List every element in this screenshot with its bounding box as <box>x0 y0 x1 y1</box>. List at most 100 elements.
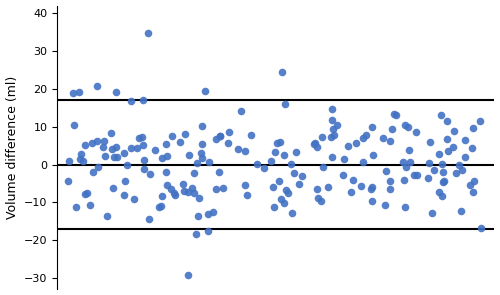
Point <box>270 205 278 209</box>
Point <box>146 217 154 222</box>
Point <box>190 171 198 175</box>
Point <box>324 184 332 189</box>
Point <box>188 186 196 191</box>
Point <box>120 150 128 155</box>
Point <box>89 170 97 175</box>
Point <box>438 162 446 167</box>
Point <box>205 160 213 164</box>
Point <box>292 150 300 155</box>
Point <box>362 133 370 137</box>
Point <box>130 197 138 202</box>
Point <box>93 83 101 88</box>
Point <box>99 145 107 149</box>
Point <box>100 139 108 144</box>
Point <box>122 163 130 168</box>
Point <box>278 70 286 74</box>
Point <box>437 113 445 118</box>
Point <box>216 134 224 139</box>
Point <box>368 199 376 204</box>
Point <box>346 190 354 195</box>
Point <box>64 178 72 183</box>
Point <box>184 190 192 195</box>
Point <box>101 154 109 158</box>
Point <box>329 127 337 132</box>
Point <box>412 129 420 134</box>
Point <box>75 90 83 95</box>
Point <box>184 273 192 277</box>
Point <box>317 199 325 203</box>
Point <box>194 214 202 219</box>
Point <box>380 136 388 140</box>
Point <box>350 177 358 182</box>
Point <box>406 160 413 165</box>
Point <box>176 140 184 145</box>
Point <box>157 204 165 208</box>
Point <box>295 181 303 186</box>
Point <box>180 189 188 193</box>
Point <box>212 136 220 141</box>
Point <box>110 185 118 190</box>
Point <box>164 154 172 159</box>
Point <box>390 112 398 117</box>
Point <box>340 157 348 162</box>
Point <box>140 143 147 148</box>
Point <box>242 183 250 187</box>
Point <box>72 205 80 210</box>
Point <box>476 119 484 123</box>
Point <box>370 152 378 157</box>
Point <box>310 142 318 147</box>
Point <box>190 191 198 196</box>
Point <box>208 210 216 215</box>
Point <box>392 113 400 117</box>
Point <box>404 125 412 130</box>
Point <box>76 156 84 161</box>
Point <box>204 212 212 216</box>
Point <box>410 173 418 178</box>
Point <box>276 140 284 144</box>
Point <box>212 187 220 192</box>
Point <box>288 211 296 216</box>
Point <box>276 179 283 183</box>
Point <box>328 154 336 159</box>
Point <box>270 184 278 189</box>
Point <box>162 141 170 146</box>
Point <box>413 173 421 178</box>
Point <box>198 124 206 128</box>
Point <box>344 144 352 148</box>
Point <box>135 135 143 140</box>
Point <box>79 159 87 164</box>
Point <box>280 201 288 206</box>
Point <box>330 133 338 138</box>
Point <box>225 130 233 135</box>
Point <box>214 169 222 174</box>
Point <box>64 158 72 163</box>
Point <box>456 209 464 214</box>
Point <box>244 192 252 197</box>
Point <box>443 119 451 124</box>
Point <box>204 229 212 233</box>
Point <box>352 141 360 146</box>
Point <box>166 186 174 191</box>
Point <box>158 194 166 199</box>
Point <box>282 188 290 193</box>
Point <box>444 137 452 141</box>
Point <box>237 108 245 113</box>
Point <box>128 146 136 151</box>
Point <box>440 178 448 183</box>
Point <box>158 155 166 160</box>
Point <box>434 189 442 194</box>
Point <box>198 156 206 160</box>
Point <box>164 182 172 187</box>
Point <box>298 173 306 178</box>
Point <box>93 139 101 144</box>
Point <box>424 160 432 165</box>
Point <box>224 141 232 145</box>
Point <box>273 141 281 145</box>
Point <box>234 147 242 152</box>
Point <box>196 196 203 200</box>
Point <box>110 155 118 160</box>
Point <box>121 179 129 183</box>
Point <box>314 195 322 200</box>
Point <box>430 167 438 172</box>
Point <box>318 135 326 139</box>
